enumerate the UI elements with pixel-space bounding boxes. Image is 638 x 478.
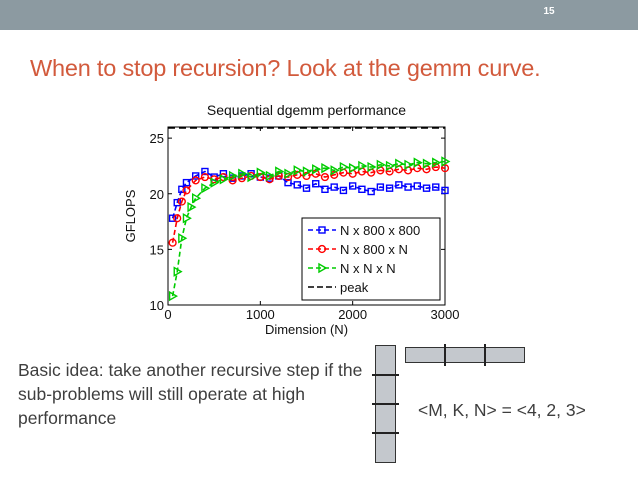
data-point: [201, 182, 211, 194]
data-point: [321, 185, 329, 194]
x-tick-label: 1000: [246, 307, 275, 322]
data-point: [168, 290, 179, 302]
data-point: [404, 183, 412, 191]
data-point: [395, 181, 403, 189]
data-point: [293, 181, 301, 189]
data-point: [191, 176, 200, 185]
data-point: [265, 170, 275, 182]
data-point: [312, 180, 320, 188]
mkn-formula: <M, K, N> = <4, 2, 3>: [418, 400, 586, 420]
data-point: [191, 172, 200, 180]
data-point: [441, 156, 451, 167]
data-point: [219, 174, 229, 185]
matrix-b-divider: [444, 344, 446, 366]
data-point: [385, 184, 394, 192]
slide-number: 15: [543, 6, 555, 17]
data-point: [413, 157, 423, 168]
data-point: [178, 233, 188, 244]
data-point: [201, 167, 209, 176]
data-point: [173, 266, 183, 277]
data-point: [385, 160, 396, 172]
data-point: [440, 164, 450, 173]
x-axis-label: Dimension (N): [265, 322, 348, 337]
data-point: [168, 238, 177, 247]
data-point: [441, 186, 449, 195]
data-point: [256, 167, 266, 178]
data-point: [191, 192, 202, 204]
series-line-n-x-800-x-n: [171, 166, 446, 243]
matrix-b-row-partition: [405, 347, 525, 363]
data-point: [320, 172, 330, 182]
x-tick-label: 0: [164, 307, 171, 322]
matrix-a-divider: [372, 403, 399, 405]
data-point: [348, 162, 359, 174]
data-point: [173, 214, 182, 223]
data-point: [210, 177, 220, 188]
legend-marker: [317, 244, 327, 254]
x-tick-label: 3000: [431, 307, 460, 322]
slide-title: When to stop recursion? Look at the gemm…: [30, 55, 541, 81]
data-point: [339, 161, 349, 173]
legend-label: N x 800 x N: [340, 242, 408, 257]
data-point: [284, 178, 292, 187]
y-tick-label: 10: [150, 298, 164, 313]
data-point: [182, 178, 191, 187]
data-point: [247, 171, 257, 183]
data-point: [422, 158, 432, 169]
y-tick-label: 20: [150, 187, 164, 202]
data-point: [275, 166, 285, 177]
data-point: [238, 168, 248, 179]
slide-header-bar: 15: [0, 0, 638, 30]
data-point: [182, 213, 192, 224]
matrix-a-divider: [372, 374, 399, 376]
data-point: [200, 172, 210, 182]
data-point: [330, 183, 338, 191]
data-point: [376, 159, 386, 171]
data-point: [395, 158, 405, 169]
data-point: [187, 201, 197, 213]
legend-marker: [318, 262, 328, 274]
data-point: [293, 165, 303, 176]
data-point: [358, 160, 368, 172]
data-point: [413, 182, 421, 190]
data-point: [339, 186, 348, 195]
data-point: [302, 166, 312, 177]
data-point: [182, 186, 191, 195]
legend-label: N x N x N: [340, 261, 396, 276]
data-point: [177, 197, 186, 206]
x-tick-label: 2000: [338, 307, 367, 322]
chart-title: Sequential dgemm performance: [207, 102, 406, 118]
y-tick-label: 15: [150, 242, 164, 257]
data-point: [348, 182, 357, 190]
legend-label: peak: [340, 280, 369, 295]
data-point: [422, 184, 431, 192]
data-point: [312, 164, 322, 175]
data-point: [173, 198, 181, 207]
matrix-a-divider: [372, 432, 399, 434]
legend-marker: [318, 226, 326, 234]
series-line-n-x-800-x-800: [171, 170, 446, 219]
data-point: [367, 187, 375, 196]
data-point: [284, 168, 294, 179]
y-axis-label: GFLOPS: [123, 189, 138, 242]
data-point: [432, 157, 442, 168]
data-point: [330, 165, 340, 176]
data-point: [321, 162, 331, 174]
matrix-b-divider: [484, 344, 486, 366]
data-point: [178, 185, 186, 194]
data-point: [302, 184, 311, 192]
y-tick-label: 25: [150, 131, 164, 146]
data-point: [404, 159, 414, 171]
legend-label: N x 800 x 800: [340, 223, 420, 238]
data-point: [168, 214, 177, 222]
data-point: [376, 183, 385, 191]
data-point: [367, 161, 377, 173]
body-text: Basic idea: take another recursive step …: [18, 360, 363, 428]
plot-area: [167, 126, 446, 306]
data-point: [432, 183, 440, 191]
data-point: [358, 185, 366, 194]
data-point: [228, 170, 239, 182]
